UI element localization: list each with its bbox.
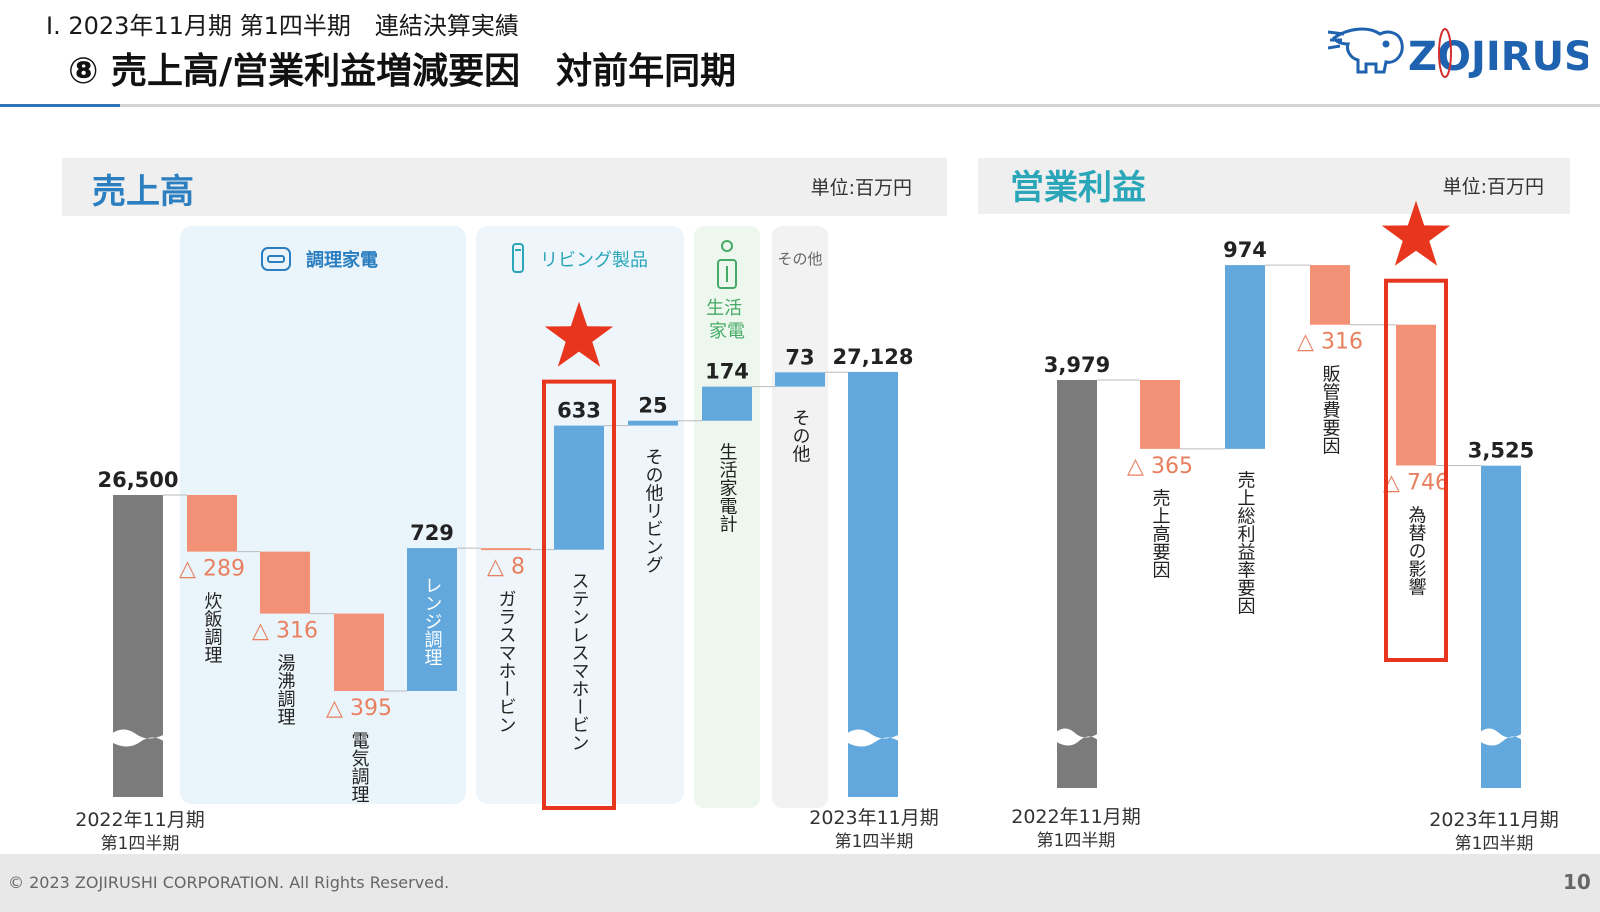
profit-waterfall: 3,979 △ 365 売上高要因 974 売上総利益率要因 △ 316 販管費要因 △ 74…	[1044, 200, 1534, 788]
group-bg-other	[772, 226, 828, 808]
highlight-box-sales	[542, 379, 616, 810]
group-label-living: リビング製品	[540, 250, 648, 271]
category-label-sales-5: ガラスマホービン	[496, 590, 517, 734]
value-label-sales-6: 633	[557, 399, 601, 423]
category-label-sales-1: 炊飯調理	[202, 591, 223, 663]
logo-accent	[1438, 28, 1452, 78]
section-subtitle: Ⅰ. 2023年11月期 第1四半期 連結決算実績	[46, 12, 519, 40]
category-label-sales-2: 湯沸調理	[275, 653, 296, 725]
sales-panel: 売上高 単位:百万円 調理家電 リビング製品 生活 家電 その他 26,500 △…	[62, 158, 947, 854]
profit-end-period: 2023年11月期	[1429, 809, 1559, 831]
bar-sales-4	[407, 548, 457, 691]
star-icon	[1381, 200, 1451, 266]
copyright-text: © 2023 ZOJIRUSHI CORPORATION. All Rights…	[8, 873, 450, 892]
sales-panel-header	[62, 158, 947, 216]
value-label-sales-0: 26,500	[97, 468, 178, 492]
bar-sales-7	[628, 420, 678, 426]
category-label-profit-1: 売上高要因	[1150, 489, 1171, 579]
bar-profit-3	[1310, 265, 1350, 325]
value-label-sales-2: △ 316	[252, 619, 318, 644]
star-icon	[544, 301, 614, 367]
bar-sales-5	[481, 548, 531, 551]
group-label-cooking: 調理家電	[306, 249, 378, 271]
category-label-sales-4: レンジ調理	[422, 576, 443, 666]
value-label-profit-5: 3,525	[1468, 439, 1534, 463]
bar-sales-10	[848, 371, 898, 797]
humidifier-icon	[717, 240, 737, 289]
sales-end-quarter: 第1四半期	[835, 832, 914, 852]
axis-break-sales-0	[111, 729, 165, 747]
bar-profit-1	[1140, 380, 1180, 449]
bar-sales-0	[113, 495, 163, 797]
group-label-other: その他	[777, 250, 822, 268]
category-label-sales-9: その他	[790, 409, 811, 463]
bar-sales-1	[187, 495, 237, 552]
value-label-sales-9: 73	[785, 345, 814, 369]
category-label-profit-2: 売上総利益率要因	[1235, 471, 1256, 615]
bar-profit-2	[1225, 265, 1265, 449]
value-label-sales-10: 27,128	[832, 345, 913, 369]
value-label-profit-1: △ 365	[1127, 454, 1193, 479]
sales-start-period: 2022年11月期	[75, 809, 205, 831]
profit-end-quarter: 第1四半期	[1455, 834, 1534, 854]
sales-end-period: 2023年11月期	[809, 807, 939, 829]
zojirushi-logo: ZOJIRUSHI	[1328, 27, 1588, 80]
header-divider	[0, 104, 1600, 107]
logo-text: ZOJIRUSHI	[1408, 34, 1588, 80]
axis-break-profit-5	[1479, 728, 1523, 746]
value-label-profit-2: 974	[1223, 238, 1267, 262]
bottle-icon	[512, 243, 524, 273]
sales-start-quarter: 第1四半期	[101, 834, 180, 854]
group-label-appliances: 生活 家電	[706, 298, 748, 342]
profit-unit-label: 単位:百万円	[1443, 176, 1544, 198]
value-label-sales-4: 729	[410, 521, 454, 545]
profit-panel-header	[978, 158, 1570, 214]
footer-bar	[0, 854, 1600, 912]
page-number: 10	[1563, 870, 1591, 894]
bar-sales-6	[554, 425, 604, 550]
value-label-sales-1: △ 289	[179, 557, 245, 582]
bar-profit-4	[1396, 324, 1436, 466]
profit-panel: 営業利益 単位:百万円 3,979 △ 365 売上高要因 974 売上総利益率要因 △ …	[978, 158, 1570, 854]
bar-sales-2	[260, 551, 310, 614]
sales-waterfall: 26,500 △ 289 炊飯調理 △ 316 湯沸調理 △ 395 電気調理 729 レンジ調…	[97, 301, 914, 810]
value-label-profit-4: △ 746	[1383, 470, 1449, 495]
header-divider-accent	[0, 104, 120, 107]
group-bg-cooking	[180, 226, 466, 804]
category-label-sales-7: その他リビング	[643, 448, 664, 574]
value-label-sales-5: △ 8	[487, 555, 525, 580]
bar-profit-0	[1057, 380, 1097, 788]
sales-unit-label: 単位:百万円	[811, 177, 912, 199]
value-label-sales-7: 25	[638, 394, 667, 418]
profit-panel-title: 営業利益	[1010, 168, 1146, 208]
sales-panel-title: 売上高	[92, 172, 194, 212]
category-label-profit-3: 販管費要因	[1320, 365, 1341, 455]
bar-sales-9	[775, 372, 825, 387]
highlight-box-profit	[1384, 278, 1448, 662]
value-label-sales-3: △ 395	[326, 696, 392, 721]
elephant-icon	[1328, 27, 1404, 74]
value-label-sales-8: 174	[705, 360, 749, 384]
page-title: ⑧ 売上高/営業利益増減要因 対前年同期	[68, 51, 737, 92]
bar-sales-8	[702, 386, 752, 421]
group-bg-appliances	[694, 226, 760, 808]
axis-break-profit-0	[1055, 728, 1099, 746]
category-label-sales-3: 電気調理	[349, 731, 370, 803]
category-label-profit-4: 為替の影響	[1406, 505, 1427, 595]
axis-break-sales-10	[846, 729, 900, 747]
bar-sales-3	[334, 613, 384, 691]
value-label-profit-3: △ 316	[1297, 330, 1363, 355]
profit-start-quarter: 第1四半期	[1037, 831, 1116, 851]
category-label-sales-8: 生活家電計	[717, 443, 738, 533]
category-label-sales-6: ステンレスマホービン	[569, 572, 590, 752]
value-label-profit-0: 3,979	[1044, 353, 1110, 377]
rice-cooker-icon	[261, 247, 291, 271]
profit-start-period: 2022年11月期	[1011, 806, 1141, 828]
